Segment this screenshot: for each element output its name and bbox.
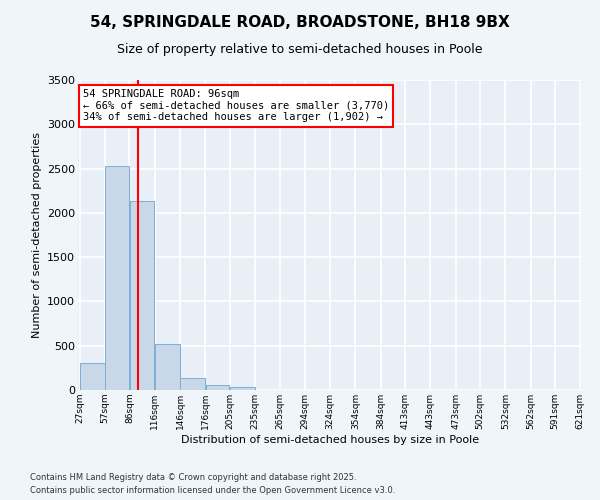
Text: Size of property relative to semi-detached houses in Poole: Size of property relative to semi-detach… xyxy=(117,42,483,56)
Text: 54 SPRINGDALE ROAD: 96sqm
← 66% of semi-detached houses are smaller (3,770)
34% : 54 SPRINGDALE ROAD: 96sqm ← 66% of semi-… xyxy=(83,90,389,122)
Text: 54, SPRINGDALE ROAD, BROADSTONE, BH18 9BX: 54, SPRINGDALE ROAD, BROADSTONE, BH18 9B… xyxy=(90,15,510,30)
Bar xyxy=(206,384,229,390)
Y-axis label: Number of semi-detached properties: Number of semi-detached properties xyxy=(32,132,41,338)
Text: Contains public sector information licensed under the Open Government Licence v3: Contains public sector information licen… xyxy=(30,486,395,495)
Bar xyxy=(80,362,104,390)
Bar xyxy=(181,378,205,390)
Text: Contains HM Land Registry data © Crown copyright and database right 2025.: Contains HM Land Registry data © Crown c… xyxy=(30,474,356,482)
Bar xyxy=(130,202,154,390)
Bar xyxy=(155,344,179,390)
X-axis label: Distribution of semi-detached houses by size in Poole: Distribution of semi-detached houses by … xyxy=(181,434,479,444)
Bar xyxy=(106,166,129,390)
Bar xyxy=(230,388,254,390)
